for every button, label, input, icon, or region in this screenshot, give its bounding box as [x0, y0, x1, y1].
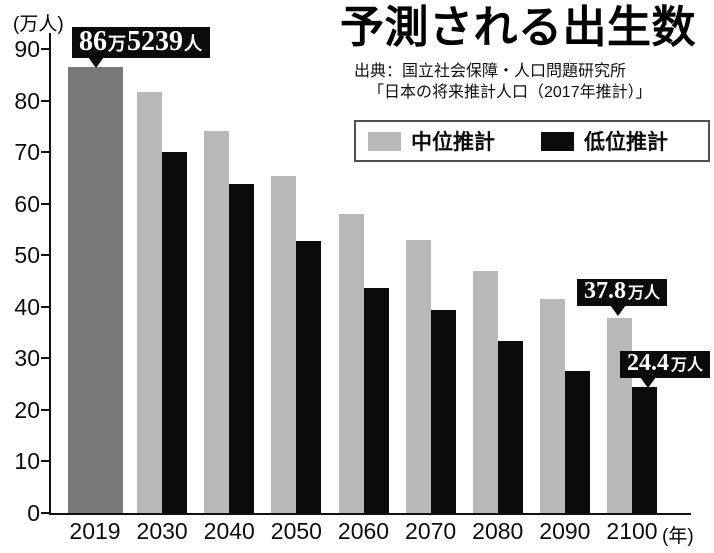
y-label-70: 70: [14, 139, 40, 166]
callout-medium-2100-unit: 万人: [628, 285, 661, 302]
x-label-2100: 2100: [606, 518, 658, 544]
x-label-2070: 2070: [405, 518, 457, 544]
y-tick-90: [41, 48, 50, 50]
x-label-2080: 2080: [472, 518, 524, 544]
y-label-20: 20: [14, 396, 40, 423]
x-axis-unit-label: (年): [662, 526, 694, 547]
bar-low-2070: [430, 309, 456, 513]
y-axis-unit-label: (万人): [13, 14, 64, 35]
bar-low-2080: [497, 341, 523, 513]
y-label-30: 30: [14, 345, 40, 372]
legend-label-low: 低位推計: [584, 131, 668, 154]
legend-box: 中位推計 低位推計: [354, 120, 710, 162]
source-note: 出典：国立社会保障・人口問題研究所 「日本の将来推計人口（2017年推計）」: [354, 61, 652, 103]
y-tick-10: [41, 460, 50, 463]
bar-low-2100: [632, 387, 657, 513]
legend-label-medium: 中位推計: [411, 131, 495, 154]
source-line-1: 出典：国立社会保障・人口問題研究所: [354, 63, 627, 80]
y-label-0: 0: [27, 500, 40, 526]
y-tick-50: [41, 254, 50, 257]
callout-2019-unit-man: 万: [108, 34, 126, 54]
bar-medium-2060: [338, 213, 364, 513]
bar-medium-2080: [472, 271, 498, 513]
bar-low-2090: [564, 370, 590, 513]
callout-2019-unit-nin: 人: [184, 34, 202, 54]
callout-2019-number-2: 5239: [127, 26, 183, 57]
y-tick-70: [41, 151, 50, 154]
x-label-2040: 2040: [203, 518, 255, 544]
bar-medium-2030: [137, 92, 163, 513]
y-label-40: 40: [14, 293, 40, 320]
y-tick-30: [41, 357, 50, 360]
x-axis-line: [49, 513, 691, 515]
bar-medium-2100: [607, 318, 632, 513]
y-label-90: 90: [14, 36, 40, 62]
source-line-2: 「日本の将来推計人口（2017年推計）」: [368, 84, 652, 101]
bar-low-2050: [296, 241, 322, 513]
bar-low-2060: [363, 288, 389, 513]
x-label-2030: 2030: [136, 518, 188, 544]
legend-swatch-low: [541, 131, 574, 151]
y-tick-20: [41, 408, 50, 411]
bar-low-2030: [162, 151, 188, 513]
callout-medium-2100: 37.8 万人: [577, 278, 668, 316]
bar-medium-2070: [405, 240, 431, 513]
callout-low-2100: 24.4 万人: [620, 350, 711, 388]
bar-medium-2090: [539, 299, 565, 513]
callout-low-2100-unit: 万人: [671, 357, 704, 374]
y-label-10: 10: [14, 448, 40, 475]
y-tick-0: [41, 512, 50, 514]
legend-item-medium: 中位推計: [368, 126, 495, 156]
legend-item-low: 低位推計: [541, 126, 668, 156]
y-tick-40: [41, 305, 50, 308]
x-label-2090: 2090: [539, 518, 591, 544]
x-label-2060: 2060: [337, 518, 390, 544]
y-label-60: 60: [14, 190, 40, 217]
callout-actual-2019: 86 万 5239 人: [72, 26, 210, 68]
y-label-50: 50: [14, 242, 40, 269]
y-label-80: 80: [14, 87, 40, 114]
callout-medium-2100-number: 37.8: [584, 278, 626, 304]
x-label-2019: 2019: [69, 518, 121, 544]
bar-low-2040: [229, 183, 255, 513]
page-title: 予測される出生数: [340, 3, 696, 52]
legend-swatch-medium: [368, 131, 401, 151]
bar-actual-2019: [67, 66, 123, 513]
y-tick-60: [41, 202, 50, 205]
callout-low-2100-number: 24.4: [627, 350, 669, 376]
bar-medium-2050: [271, 176, 297, 513]
y-tick-80: [41, 99, 50, 102]
bar-medium-2040: [204, 130, 230, 513]
x-label-2050: 2050: [270, 518, 322, 544]
y-axis-line: [49, 33, 51, 515]
callout-2019-number: 86: [79, 26, 107, 57]
